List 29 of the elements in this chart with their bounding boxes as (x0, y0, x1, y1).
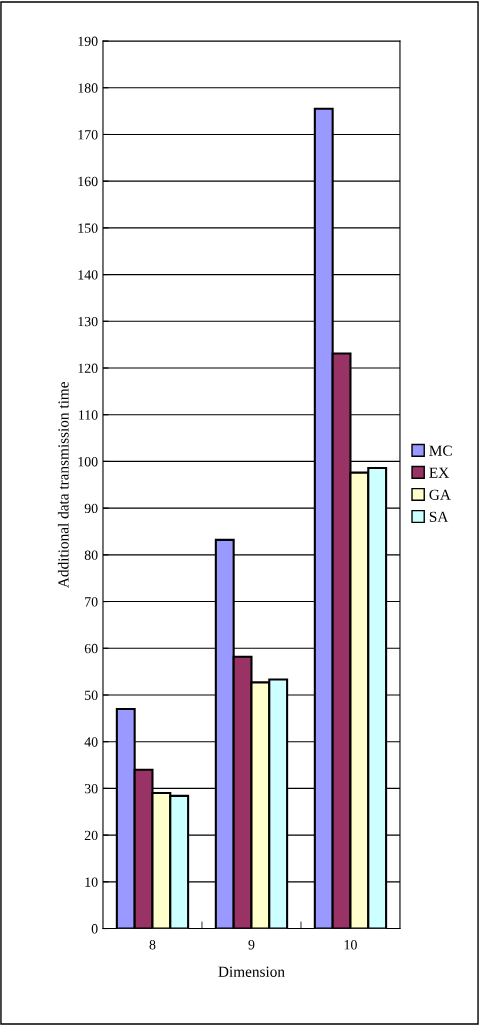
y-tick-label: 130 (78, 316, 98, 327)
y-tick-label: 190 (78, 36, 98, 46)
y-tick-label: 30 (84, 783, 98, 794)
y-tick-label: 110 (79, 410, 98, 420)
legend-label: EX (429, 467, 449, 478)
y-tick-label: 90 (84, 503, 98, 514)
y-tick-label: 50 (85, 690, 98, 700)
y-tick-label: 100 (78, 457, 98, 467)
y-tick-label: 40 (84, 737, 98, 747)
y-tick-label: 60 (84, 643, 98, 654)
y-tick-label: 170 (78, 130, 98, 140)
y-tick-label: 10 (85, 877, 98, 887)
x-tick-label: 10 (344, 940, 357, 950)
y-tick-label: 80 (84, 550, 98, 560)
legend-label: MC (429, 445, 452, 456)
y-axis-title: Additional data transmission time (57, 381, 69, 588)
y-tick-label: 180 (78, 83, 98, 93)
x-axis-title: Dimension (218, 966, 285, 977)
y-tick-label: 140 (78, 270, 98, 280)
y-tick-label: 150 (78, 223, 98, 233)
x-tick-label: 9 (248, 940, 255, 950)
y-tick-label: 70 (85, 597, 98, 607)
y-tick-label: 0 (91, 924, 98, 934)
y-tick-label: 160 (78, 176, 98, 187)
legend-label: SA (429, 511, 449, 522)
y-tick-label: 120 (78, 363, 98, 373)
legend-label: GA (429, 489, 451, 500)
x-tick-label: 8 (149, 940, 156, 950)
y-tick-label: 20 (84, 830, 98, 841)
